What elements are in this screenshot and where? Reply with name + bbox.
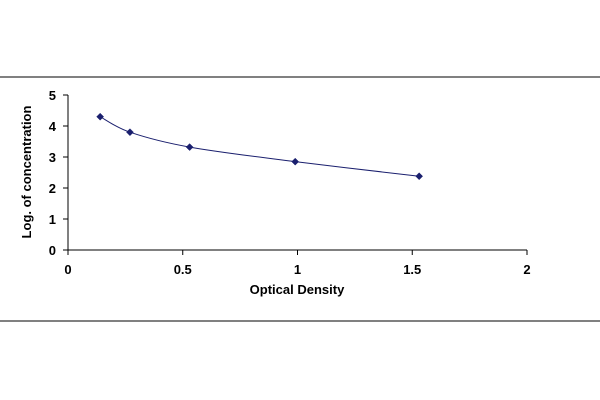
data-point (415, 172, 423, 181)
y-tick-label: 2 (49, 181, 56, 196)
x-tick-label: 0.5 (174, 262, 192, 277)
y-tick-label: 5 (49, 88, 56, 103)
data-point (185, 143, 194, 151)
series-layer (96, 112, 423, 181)
y-tick-label: 3 (49, 150, 56, 165)
data-point (126, 128, 134, 137)
trend-line (99, 116, 420, 177)
x-tick-label: 2 (523, 262, 530, 277)
x-tick-label: 1.5 (403, 262, 421, 277)
y-axis-title: Log. of concentration (19, 106, 34, 239)
x-axis: 0 0.5 1 1.5 2 (64, 249, 531, 277)
y-axis: 0 1 2 3 4 5 (49, 88, 69, 258)
x-ticks: 0 0.5 1 1.5 2 (64, 250, 531, 277)
x-tick-label: 0 (64, 262, 71, 277)
x-tick-label: 1 (294, 262, 301, 277)
data-point (96, 112, 104, 121)
y-tick-label: 0 (49, 243, 56, 258)
x-axis-title: Optical Density (250, 282, 345, 297)
y-tick-label: 4 (49, 119, 57, 134)
data-point (291, 157, 300, 166)
y-ticks: 0 1 2 3 4 5 (49, 88, 68, 258)
y-tick-label: 1 (49, 212, 56, 227)
